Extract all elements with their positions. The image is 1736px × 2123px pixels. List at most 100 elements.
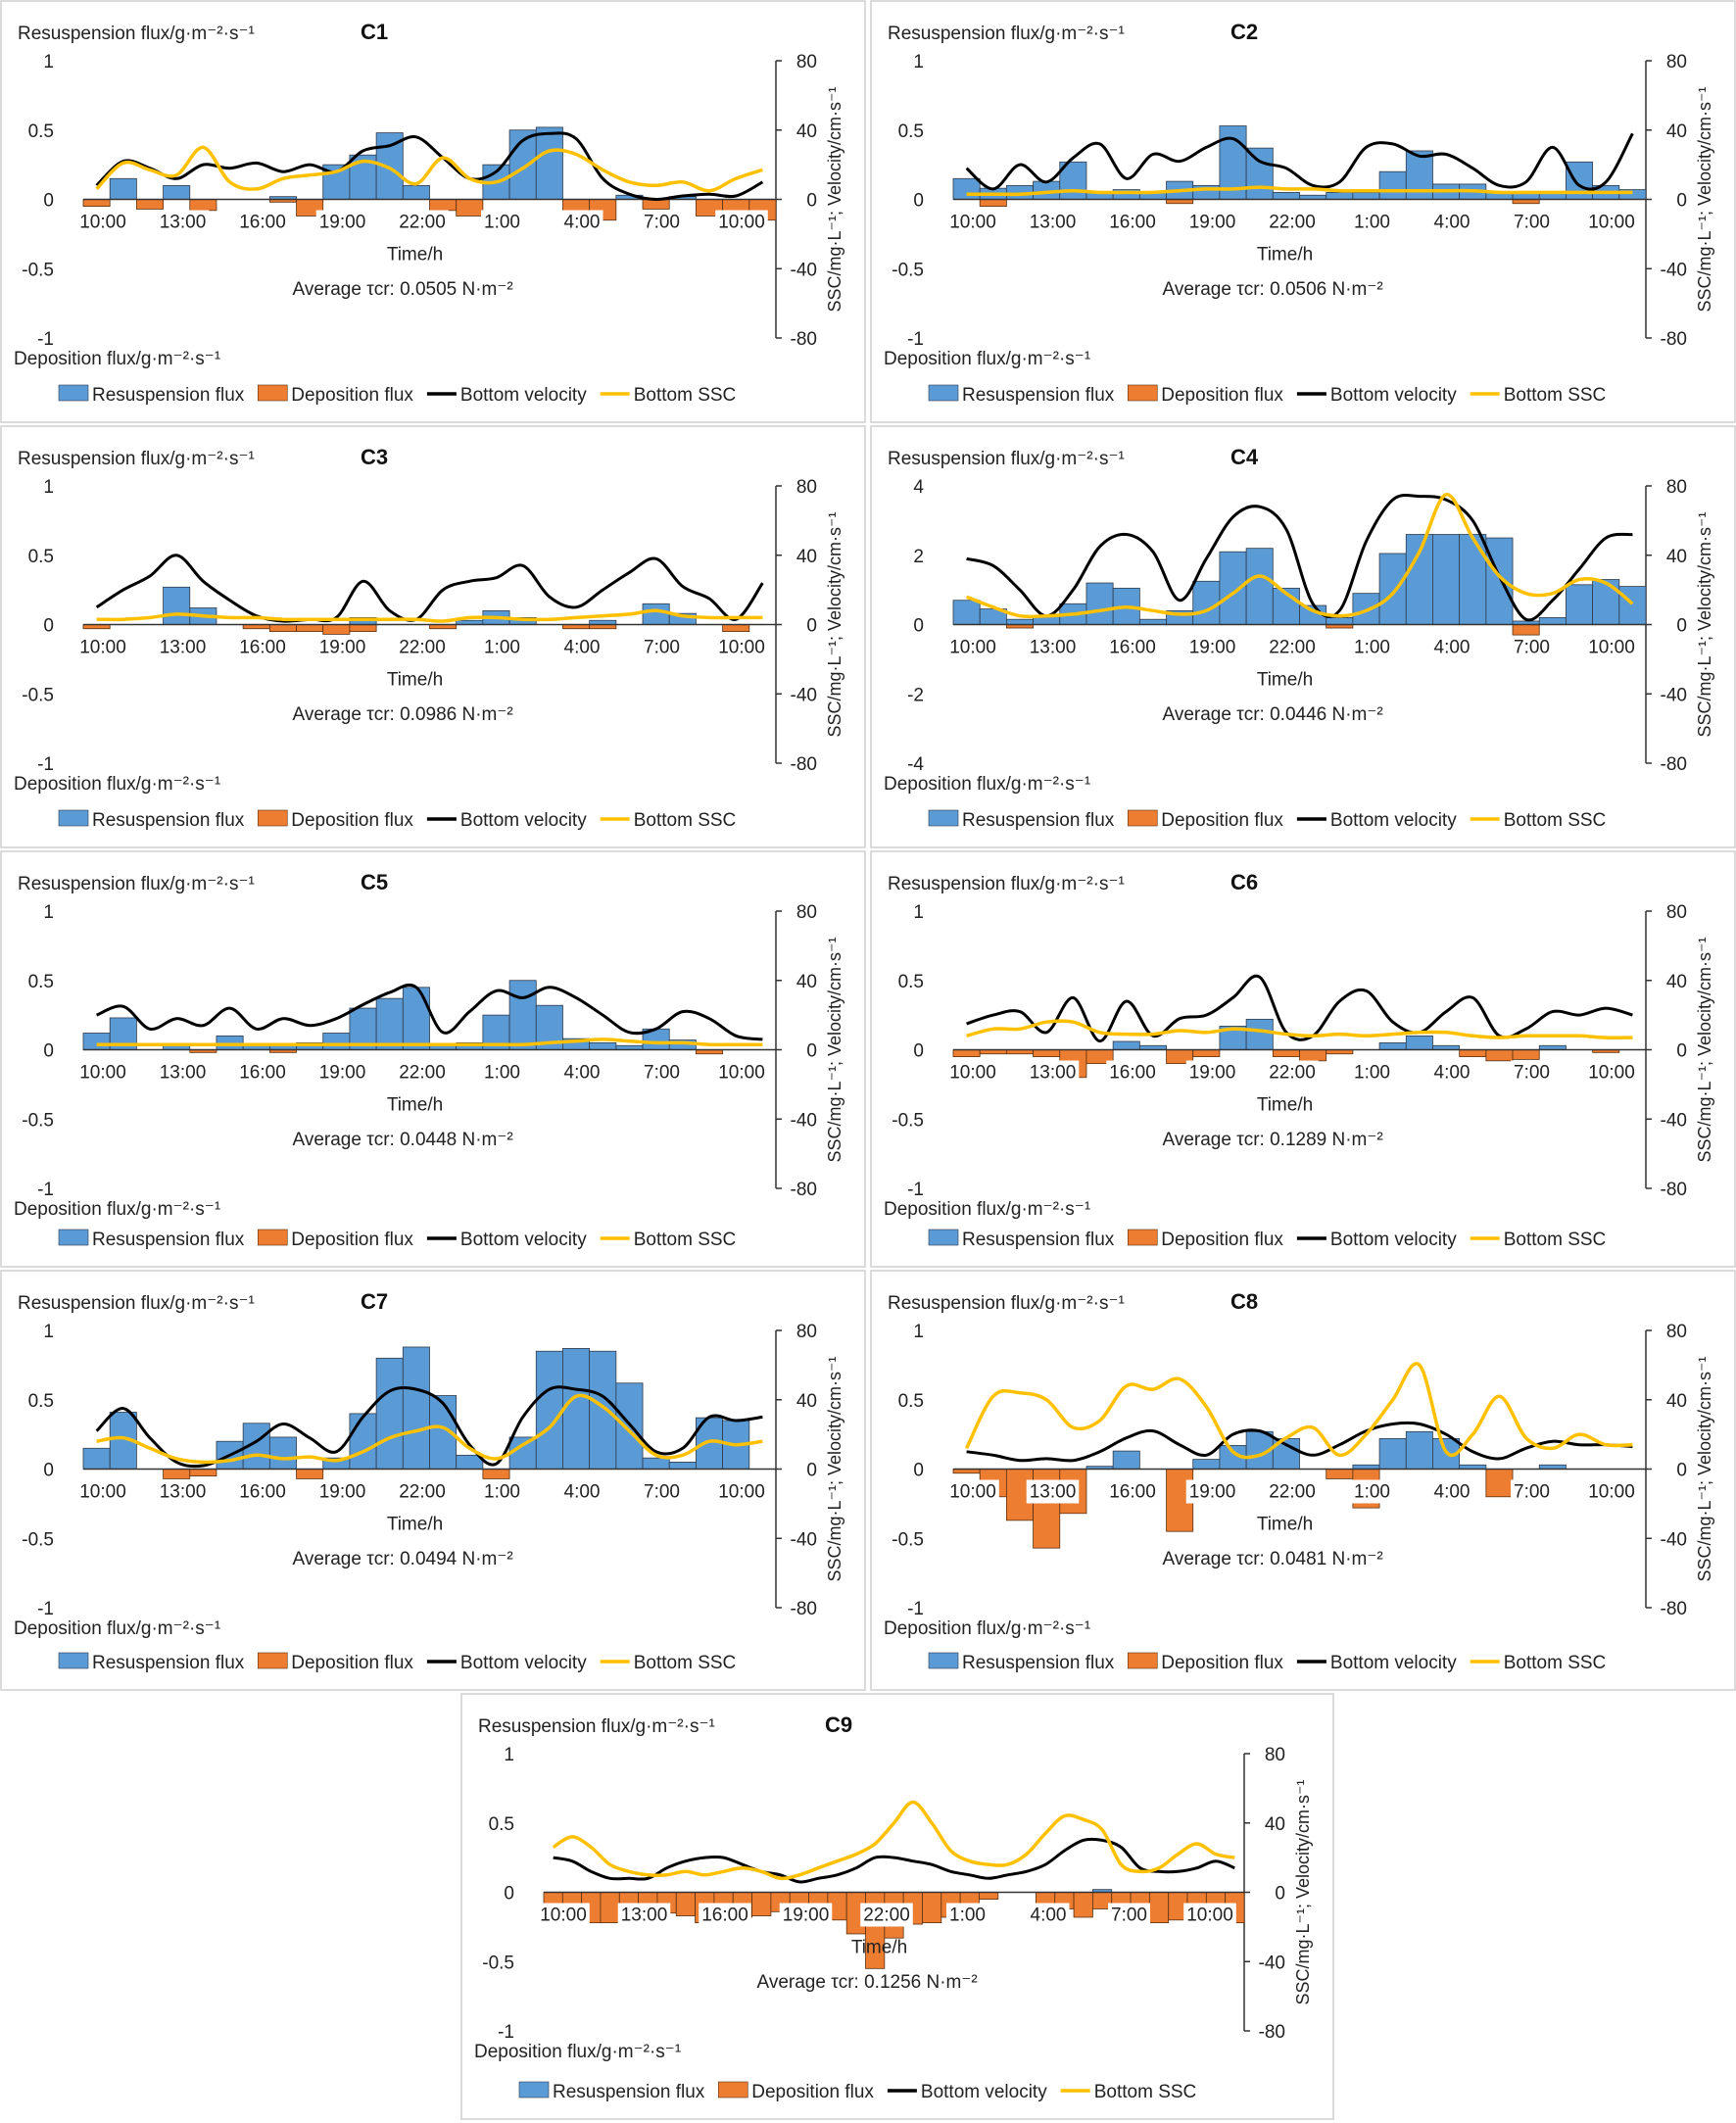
x-tick-label: 10:00: [1186, 1906, 1233, 1926]
y2-tick-label: 40: [1666, 547, 1687, 567]
deposition-bar: [1485, 1049, 1514, 1062]
x-tick-label: 10:00: [79, 638, 126, 658]
resuspension-bar: [1566, 584, 1594, 625]
x-tick-label: 10:00: [1588, 1063, 1635, 1084]
chart-panel-c5: C5 Resuspension flux/g·m⁻²·s⁻¹ Deposition …: [0, 850, 866, 1268]
resuspension-bar: [952, 600, 981, 625]
x-tick-label-bg: [1106, 1479, 1159, 1504]
y-tick-label: -0.5: [22, 1110, 54, 1131]
x-tick-label: 4:00: [1031, 1906, 1067, 1926]
resuspension-bar: [349, 1413, 377, 1470]
right-axis-title: SSC/mg·L⁻¹; Velocity/cm·s⁻¹: [1695, 511, 1714, 737]
deposition-bar: [952, 1049, 981, 1057]
resuspension-bar: [402, 184, 430, 200]
right-axis-title: SSC/mg·L⁻¹; Velocity/cm·s⁻¹: [1293, 1779, 1313, 2004]
y2-tick-label: -40: [791, 685, 817, 705]
y2-tick-label: -40: [1661, 685, 1687, 705]
left-axis-title-bottom: Deposition flux/g·m⁻²·s⁻¹: [14, 1199, 220, 1220]
x-tick-label: 7:00: [1514, 1063, 1550, 1084]
y-tick-label: 0: [43, 616, 54, 637]
deposition-bar: [675, 1892, 696, 1916]
y-tick-label: 0: [504, 1884, 514, 1905]
y-tick-label: 0.5: [898, 1391, 924, 1412]
x-tick-label: 19:00: [1189, 638, 1236, 658]
x-tick-label: 10:00: [718, 1482, 765, 1503]
y-tick-label: -1: [498, 2022, 514, 2043]
x-tick-label-bg: [560, 635, 603, 659]
x-tick-label-bg: [715, 635, 768, 659]
left-axis-title-bottom: Deposition flux/g·m⁻²·s⁻¹: [14, 349, 220, 369]
bottom-velocity-line: [966, 1421, 1633, 1463]
deposition-bar: [1299, 1049, 1327, 1062]
x-tick-label: 16:00: [239, 213, 286, 233]
x-tick-label-bg: [396, 635, 449, 659]
left-axis-title-bottom: Deposition flux/g·m⁻²·s⁻¹: [884, 1618, 1090, 1639]
x-tick-label-bg: [1183, 1903, 1236, 1927]
legend-swatch-deposition: [257, 1652, 288, 1669]
x-tick-label: 19:00: [1189, 1063, 1236, 1084]
left-axis-title-bottom: Deposition flux/g·m⁻²·s⁻¹: [884, 349, 1090, 369]
x-tick-label: 7:00: [1514, 1482, 1550, 1503]
y-tick-label: -0.5: [22, 1529, 54, 1550]
x-tick-label-bg: [1585, 1060, 1638, 1085]
x-tick-label: 13:00: [160, 213, 207, 233]
average-tau-annotation: Average τcr: 0.0481 N·m⁻²: [1163, 1549, 1383, 1569]
average-tau-prefix: Average τcr:: [1163, 704, 1271, 725]
x-tick-label: 10:00: [540, 1906, 587, 1926]
left-axis-title-top: Resuspension flux/g·m⁻²·s⁻¹: [18, 449, 255, 469]
average-tau-value: 0.1256 N·m⁻²: [864, 1972, 978, 1993]
x-tick-label: 10:00: [718, 638, 765, 658]
x-tick-label-bg: [560, 1479, 603, 1504]
y2-tick-label: -80: [791, 1180, 817, 1200]
x-tick-label-bg: [1185, 1060, 1239, 1085]
chart-panel-c7: C7 Resuspension flux/g·m⁻²·s⁻¹ Deposition …: [0, 1270, 866, 1691]
legend-label: Deposition flux: [291, 810, 413, 831]
legend-label: Resuspension flux: [962, 810, 1115, 831]
y-tick-label: 0.5: [28, 121, 54, 142]
x-tick-label: 10:00: [1588, 1482, 1635, 1503]
legend-label: Deposition flux: [1161, 810, 1283, 831]
x-tick-label-bg: [1351, 210, 1393, 234]
x-axis-title: Time/h: [1257, 1095, 1313, 1116]
x-tick-label-bg: [641, 1060, 683, 1085]
y2-tick-label: 40: [796, 121, 817, 142]
legend-label: Bottom SSC: [634, 810, 737, 831]
resuspension-bar: [589, 1042, 617, 1050]
x-tick-label-bg: [315, 1060, 369, 1085]
x-tick-label: 22:00: [1269, 638, 1316, 658]
bottom-ssc-line: [965, 1362, 1633, 1460]
average-tau-value: 0.0505 N·m⁻²: [400, 279, 513, 300]
x-tick-label: 22:00: [399, 638, 446, 658]
y2-tick-label: 0: [1676, 616, 1687, 637]
resuspension-bar: [1326, 192, 1354, 200]
bottom-velocity-line: [966, 494, 1633, 622]
average-tau-value: 0.0506 N·m⁻²: [1270, 279, 1383, 300]
resuspension-bar: [1192, 1459, 1221, 1470]
x-tick-label-bg: [641, 635, 683, 659]
y2-tick-label: -80: [791, 329, 817, 350]
deposition-bar: [268, 624, 297, 632]
x-tick-label: 13:00: [1030, 1482, 1077, 1503]
left-axis-title-bottom: Deposition flux/g·m⁻²·s⁻¹: [884, 774, 1090, 795]
legend-label: Resuspension flux: [92, 1653, 245, 1673]
y2-tick-label: 40: [1265, 1814, 1285, 1835]
y2-tick-label: 80: [1666, 477, 1687, 498]
average-tau-value: 0.1289 N·m⁻²: [1270, 1130, 1383, 1150]
bottom-velocity-line: [95, 554, 764, 623]
resuspension-bar: [163, 184, 191, 200]
x-tick-label: 10:00: [79, 1482, 126, 1503]
x-tick-label: 4:00: [564, 638, 601, 658]
legend-label: Resuspension flux: [92, 810, 245, 831]
y-tick-label: 0.5: [28, 547, 54, 567]
chart-title: C7: [361, 1289, 388, 1314]
x-tick-label-bg: [699, 1903, 751, 1927]
y-tick-label: 4: [913, 477, 924, 498]
x-tick-label-bg: [1266, 1479, 1319, 1504]
x-tick-label: 13:00: [160, 1063, 207, 1084]
x-tick-label-bg: [396, 1060, 449, 1085]
legend: Resuspension flux Deposition flux Bottom v…: [58, 809, 737, 831]
y-tick-label: 0: [913, 191, 924, 212]
y2-tick-label: 0: [806, 1041, 817, 1062]
x-axis-title: Time/h: [387, 1515, 443, 1535]
x-tick-label: 16:00: [701, 1906, 748, 1926]
